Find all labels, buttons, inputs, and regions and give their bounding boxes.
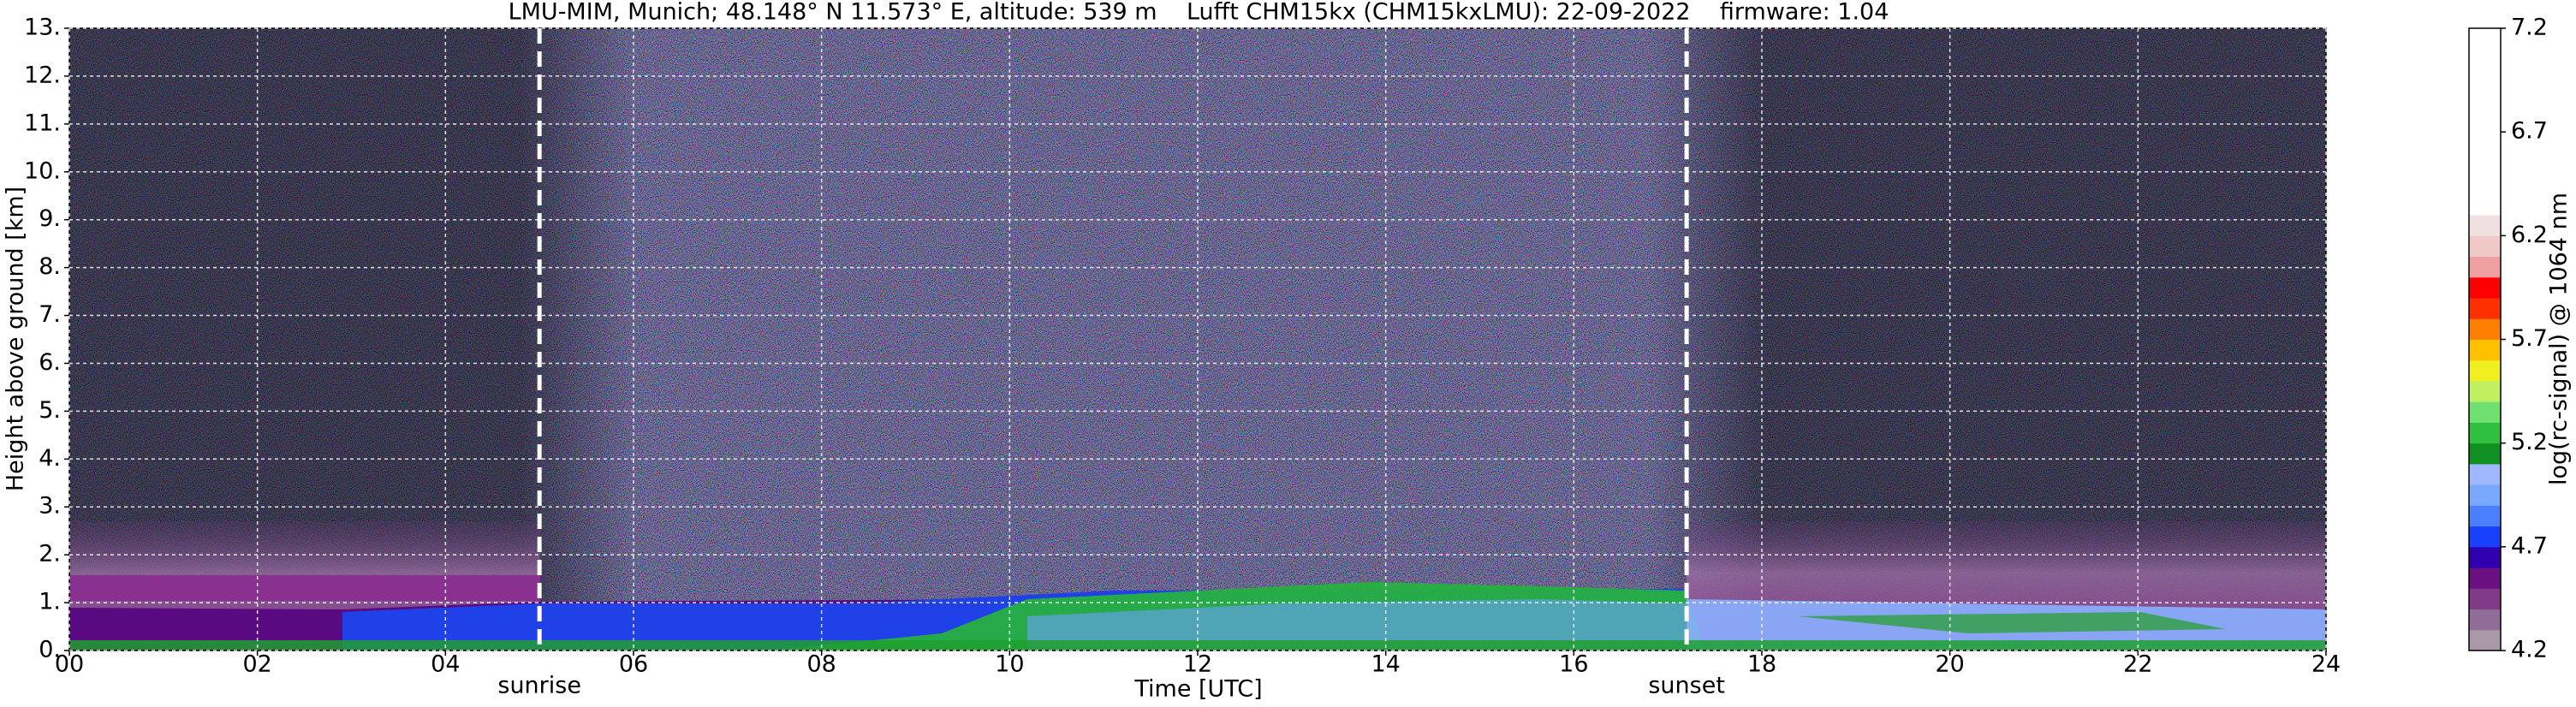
colorbar-tick-label: 4.7 — [2511, 532, 2548, 559]
colorbar-segment — [2469, 276, 2501, 299]
y-tick-label: 13. — [24, 15, 61, 41]
colorbar-segment — [2469, 110, 2501, 133]
y-axis-label: Height above ground [km] — [3, 187, 29, 491]
colorbar-segment — [2469, 484, 2501, 506]
sun-label: sunrise — [497, 673, 581, 699]
chart-title: LMU-MIM, Munich; 48.148° N 11.573° E, al… — [509, 0, 1889, 26]
y-tick-label: 3. — [39, 493, 61, 520]
colorbar-tick-label: 7.2 — [2511, 15, 2548, 41]
colorbar-tick-label: 4.2 — [2511, 637, 2548, 663]
colorbar-segment — [2469, 28, 2501, 50]
colorbar-segment — [2469, 152, 2501, 175]
colorbar-segment — [2469, 567, 2501, 589]
colorbar-segment — [2469, 380, 2501, 402]
y-tick-label: 11. — [24, 110, 61, 136]
colorbar-segment — [2469, 526, 2501, 548]
colorbar-segment — [2469, 588, 2501, 610]
colorbar-tick-label: 6.7 — [2511, 118, 2548, 145]
colorbar-segment — [2469, 69, 2501, 92]
residual-layer — [69, 575, 540, 601]
night-boundary-layer — [1798, 612, 2226, 633]
colorbar-label: log(rc-signal) @ 1064 nm — [2546, 193, 2573, 485]
colorbar-segment — [2469, 49, 2501, 70]
colorbar-segment — [2469, 463, 2501, 485]
y-tick-label: 2. — [39, 541, 61, 567]
colorbar-segment — [2469, 132, 2501, 153]
colorbar-segment — [2469, 298, 2501, 319]
colorbar-segment — [2469, 422, 2501, 444]
colorbar-tick-label: 5.7 — [2511, 325, 2548, 352]
colorbar-segment — [2469, 546, 2501, 568]
colorbar-tick-label: 6.2 — [2511, 222, 2548, 248]
y-tick-label: 5. — [39, 397, 61, 424]
colorbar-tick-label: 5.2 — [2511, 429, 2548, 455]
colorbar-segment — [2469, 505, 2501, 527]
colorbar-segment — [2469, 173, 2501, 195]
colorbar-segment — [2469, 215, 2501, 236]
sun-label: sunset — [1648, 673, 1725, 699]
colorbar-segment — [2469, 235, 2501, 258]
colorbar-segment — [2469, 318, 2501, 340]
y-tick-label: 8. — [39, 253, 61, 280]
colorbar-segment — [2469, 359, 2501, 382]
y-tick-label: 4. — [39, 445, 61, 472]
colorbar-segment — [2469, 90, 2501, 112]
y-tick-label: 7. — [39, 301, 61, 328]
colorbar-segment — [2469, 256, 2501, 278]
y-tick-label: 0. — [39, 637, 61, 663]
y-tick-label: 9. — [39, 205, 61, 232]
colorbar-segment — [2469, 193, 2501, 216]
colorbar-segment — [2469, 339, 2501, 361]
colorbar-segment — [2469, 443, 2501, 465]
colorbar-segment — [2469, 609, 2501, 631]
mixing-layer — [1027, 599, 1687, 651]
y-tick-label: 10. — [24, 157, 61, 184]
y-tick-label: 1. — [39, 589, 61, 615]
x-axis-label: Time [UTC] — [1133, 676, 1262, 703]
y-tick-label: 6. — [39, 349, 61, 376]
y-tick-label: 12. — [24, 62, 61, 88]
colorbar-segment — [2469, 401, 2501, 423]
colorbar-segment — [2469, 629, 2501, 651]
